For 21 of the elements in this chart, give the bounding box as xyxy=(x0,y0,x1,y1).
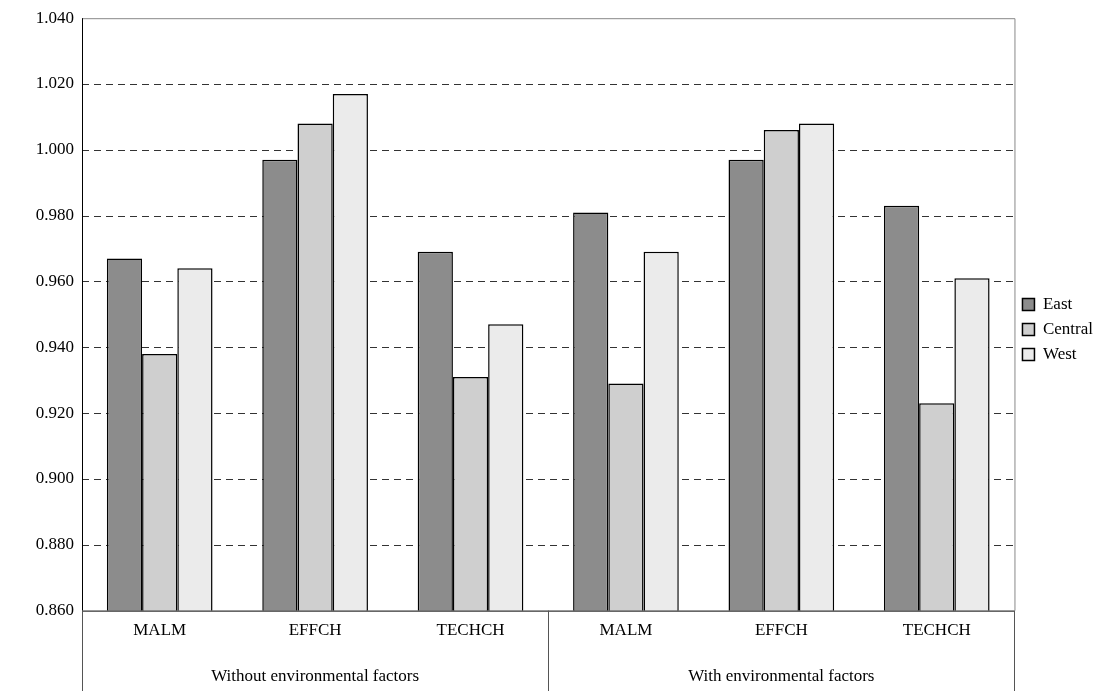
legend-label: East xyxy=(1042,293,1073,313)
y-tick-label: 1.020 xyxy=(35,73,74,93)
text: With environmental factors xyxy=(688,666,875,686)
legend-label: Central xyxy=(1042,318,1094,338)
y-tick-label: 0.920 xyxy=(35,402,74,422)
y-tick-label: 0.980 xyxy=(35,205,74,225)
legend-label: West xyxy=(1042,343,1077,363)
x-tick-label: MALM xyxy=(133,620,187,640)
y-tick-label: 1.000 xyxy=(35,139,74,159)
x-tick-label: TECHCH xyxy=(436,620,505,640)
y-tick-label: 0.880 xyxy=(35,534,74,554)
y-tick-label: 1.040 xyxy=(35,7,74,27)
y-tick-label: 0.960 xyxy=(35,270,74,290)
x-tick-label: TECHCH xyxy=(902,620,971,640)
y-tick-label: 0.860 xyxy=(35,600,74,620)
y-tick-label: 0.900 xyxy=(35,468,74,488)
y-tick-label: 0.940 xyxy=(35,336,74,356)
x-tick-label: MALM xyxy=(599,620,653,640)
text: Without environmental factors xyxy=(211,666,420,686)
x-tick-label: EFFCH xyxy=(754,620,808,640)
x-tick-label: EFFCH xyxy=(288,620,342,640)
